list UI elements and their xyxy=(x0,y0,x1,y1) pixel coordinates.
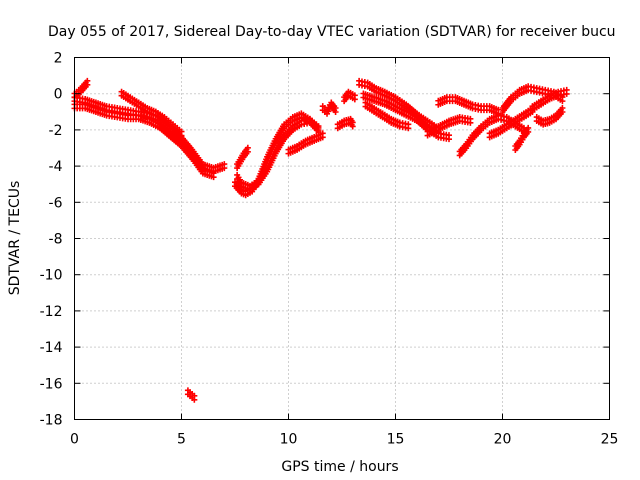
series-track-b xyxy=(71,101,217,181)
y-tick-label: 0 xyxy=(54,87,63,103)
data-point xyxy=(332,108,339,115)
data-point xyxy=(563,90,570,97)
series-track-j xyxy=(334,115,356,132)
y-tick-label: -6 xyxy=(49,195,63,211)
data-point xyxy=(351,96,358,103)
x-axis-label: GPS time / hours xyxy=(281,459,398,475)
x-tick-label: 20 xyxy=(494,432,512,448)
data-point xyxy=(405,125,412,132)
series-track-h xyxy=(285,130,326,157)
series-track-i xyxy=(319,99,339,117)
series-track-o xyxy=(435,94,502,117)
y-tick-label: -18 xyxy=(40,413,63,429)
x-tick-label: 10 xyxy=(280,432,298,448)
data-point xyxy=(221,165,228,172)
y-axis-label: SDTVAR / TECUs xyxy=(7,181,23,296)
data-point xyxy=(559,108,566,115)
data-point xyxy=(210,174,217,181)
series-track-u xyxy=(529,86,570,114)
data-point xyxy=(319,134,326,141)
series-track-g xyxy=(234,144,251,172)
y-tick-label: 2 xyxy=(54,51,63,67)
series-track-r xyxy=(486,104,536,141)
y-tick-label: -10 xyxy=(40,268,63,284)
x-tick-label: 0 xyxy=(70,432,79,448)
data-point xyxy=(178,132,185,139)
data-point xyxy=(467,119,474,126)
chart-title: Day 055 of 2017, Sidereal Day-to-day VTE… xyxy=(48,24,616,40)
x-tick-label: 25 xyxy=(601,432,619,448)
y-tick-label: -12 xyxy=(40,304,63,320)
data-point xyxy=(191,396,198,403)
series-track-k xyxy=(341,88,358,105)
data-point xyxy=(315,127,322,134)
series-track-d xyxy=(118,88,185,139)
data-point xyxy=(244,148,251,155)
series-track-v xyxy=(533,104,566,128)
y-tick-label: -16 xyxy=(40,376,63,392)
series-track-n xyxy=(362,99,412,132)
data-point xyxy=(559,98,566,105)
y-tick-label: -4 xyxy=(49,159,63,175)
data-point xyxy=(84,81,91,88)
series-track-m xyxy=(360,90,452,143)
data-points xyxy=(71,77,570,403)
data-point xyxy=(349,123,356,130)
x-tick-label: 5 xyxy=(177,432,186,448)
x-tick-label: 15 xyxy=(387,432,405,448)
series-outlier xyxy=(184,387,198,403)
series-track-s xyxy=(512,124,532,153)
series-track-f xyxy=(234,115,322,193)
data-point xyxy=(525,128,532,135)
y-tick-label: -14 xyxy=(40,340,63,356)
series-track-p xyxy=(424,114,474,139)
data-point xyxy=(446,136,452,143)
y-tick-label: -8 xyxy=(49,232,63,248)
y-tick-label: -2 xyxy=(49,123,63,139)
